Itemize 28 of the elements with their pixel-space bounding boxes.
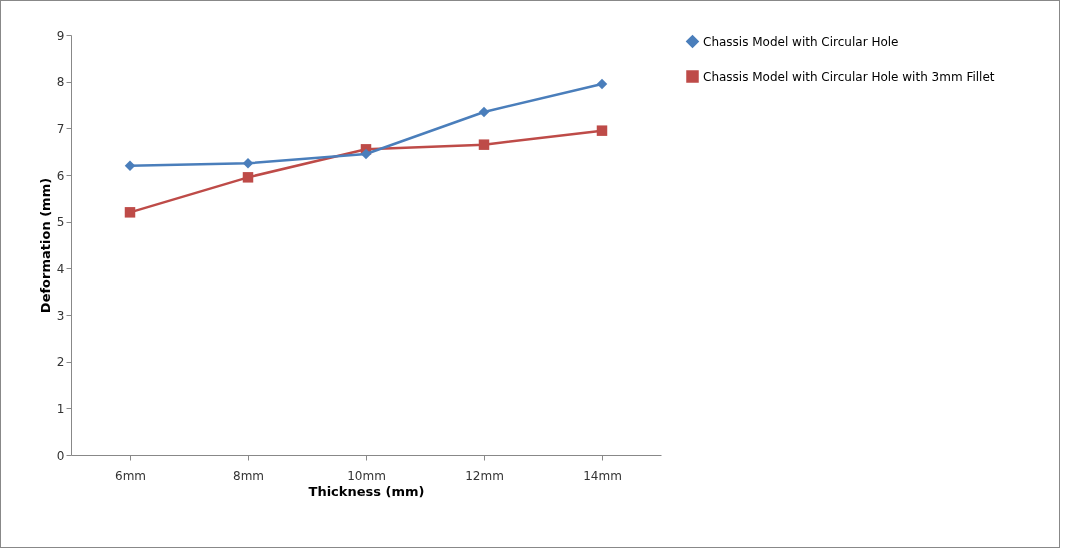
x-tick-label: 8mm [232,468,265,483]
y-tick-label: 4 [56,261,65,276]
point [360,148,372,160]
legend-label: Chassis Model with Circular Hole with 3mm Fillet [703,69,995,84]
y-tick-label: 8 [56,75,65,90]
x-tick-label: 14mm [583,468,622,483]
y-tick-label: 0 [56,448,65,463]
point [124,160,136,171]
x-tick-label: 12mm [465,468,504,483]
x-tick-label: 6mm [114,468,147,483]
y-tick-label: 6 [56,168,65,183]
y-axis-title: Deformation (mm) [37,177,53,314]
x-tick-label: 10mm [347,468,386,483]
point [124,207,136,218]
y-tick-label: 7 [56,121,65,136]
y-tick-label: 1 [56,401,65,416]
y-tick-label: 3 [56,308,65,323]
x-axis-title: Thickness (mm) [308,483,425,499]
y-tick-label: 9 [56,28,65,43]
point [478,106,490,118]
point [596,78,608,90]
y-tick-label: 5 [56,215,65,230]
point [596,125,608,136]
point [242,158,254,169]
point [478,139,490,150]
legend-label: Chassis Model with Circular Hole [703,34,899,49]
y-tick-label: 2 [56,355,65,370]
point [242,172,254,183]
